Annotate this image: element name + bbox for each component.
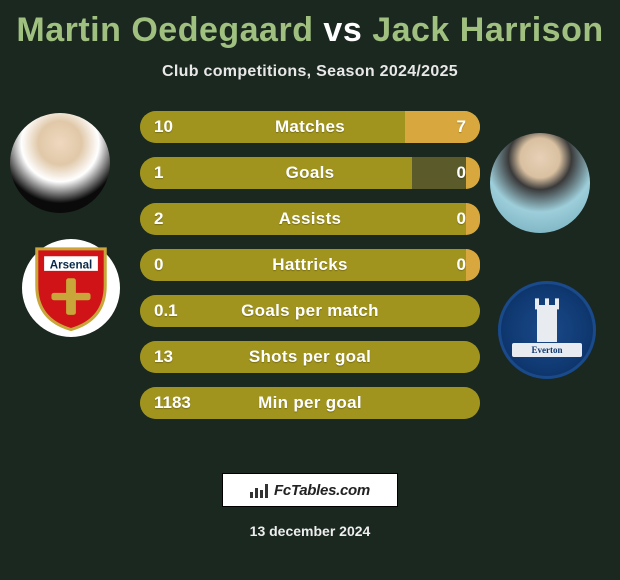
subtitle: Club competitions, Season 2024/2025 xyxy=(0,63,620,81)
stat-label: Goals per match xyxy=(140,295,480,327)
stat-bar-row: 13Shots per goal xyxy=(140,341,480,373)
stat-label: Goals xyxy=(140,157,480,189)
brand-text: FcTables.com xyxy=(274,482,370,499)
player1-avatar xyxy=(10,113,110,213)
stat-label: Shots per goal xyxy=(140,341,480,373)
brand-badge: FcTables.com xyxy=(222,473,398,507)
footer-date: 13 december 2024 xyxy=(0,523,620,539)
player1-club-badge: Arsenal xyxy=(22,239,120,337)
player1-name: Martin Oedegaard xyxy=(16,11,313,49)
stat-bar-row: 10Goals xyxy=(140,157,480,189)
stat-label: Assists xyxy=(140,203,480,235)
svg-text:Arsenal: Arsenal xyxy=(50,259,93,272)
stat-bar-row: 00Hattricks xyxy=(140,249,480,281)
player2-club-badge: Everton xyxy=(498,281,596,379)
vs-text: vs xyxy=(323,11,362,49)
everton-ribbon: Everton xyxy=(512,343,582,357)
everton-tower-icon xyxy=(527,298,567,342)
stat-bar-row: 107Matches xyxy=(140,111,480,143)
comparison-area: Arsenal Everton 107Matches 10Goals 20Assis… xyxy=(0,111,620,451)
chart-icon xyxy=(250,482,270,498)
stat-bars: 107Matches 10Goals 20Assists 00Hattricks 0.1… xyxy=(140,111,480,433)
stat-label: Hattricks xyxy=(140,249,480,281)
stat-bar-row: 20Assists xyxy=(140,203,480,235)
stat-label: Matches xyxy=(140,111,480,143)
stat-bar-row: 0.1Goals per match xyxy=(140,295,480,327)
player2-name: Jack Harrison xyxy=(372,11,603,49)
arsenal-crest-icon: Arsenal xyxy=(34,244,108,332)
page-title: Martin Oedegaard vs Jack Harrison xyxy=(0,0,620,49)
stat-label: Min per goal xyxy=(140,387,480,419)
player2-avatar xyxy=(490,133,590,233)
stat-bar-row: 1183Min per goal xyxy=(140,387,480,419)
